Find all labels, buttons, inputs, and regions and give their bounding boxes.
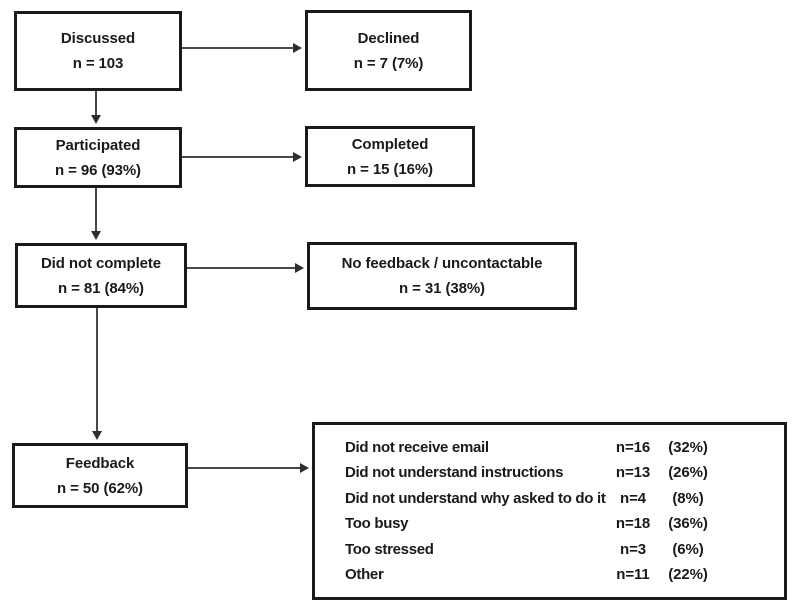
reason-row: Too busy n=18 (36%) [345,511,784,537]
reason-percent: (22%) [668,566,708,583]
node-participated-label: Participated [55,136,141,154]
node-declined-label: Declined [357,29,420,47]
reason-row: Did not receive email n=16 (32%) [345,435,784,461]
reason-label: Did not understand why asked to do it [345,489,606,507]
node-declined: Declined n = 7 (7%) [305,10,472,91]
reason-percent: (36%) [668,515,708,532]
reason-label: Too stressed [345,540,434,558]
reason-label: Other [345,566,384,583]
reason-row: Did not understand why asked to do it n=… [345,486,784,512]
arrow-feedback-to-reasons [188,463,309,473]
node-feedback-value: n = 50 (62%) [57,479,143,497]
node-feedback-reasons: Did not receive email n=16 (32%) Did not… [312,422,787,600]
reason-percent: (26%) [668,464,708,481]
node-completed-label: Completed [351,135,429,153]
node-feedback-label: Feedback [65,454,135,472]
reason-count: n=13 [615,464,651,481]
node-discussed-value: n = 103 [72,55,124,72]
node-no-feedback-value: n = 31 (38%) [399,280,485,297]
node-participated: Participated n = 96 (93%) [14,127,182,188]
node-did-not-complete: Did not complete n = 81 (84%) [15,243,187,308]
arrow-participated-to-completed [182,152,302,162]
node-discussed: Discussed n = 103 [14,11,182,91]
reason-percent: (32%) [668,438,708,456]
reason-count: n=11 [616,566,650,583]
reason-row: Other n=11 (22%) [345,562,784,588]
arrow-did-not-complete-to-no-feedback [187,263,304,273]
node-no-feedback-label: No feedback / uncontactable [341,255,543,272]
node-declined-value: n = 7 (7%) [353,54,424,72]
node-participated-value: n = 96 (93%) [55,161,141,179]
node-completed-value: n = 15 (16%) [347,160,433,178]
node-completed: Completed n = 15 (16%) [305,126,475,187]
reason-row: Too stressed n=3 (6%) [345,537,784,563]
reason-count: n=18 [615,515,651,532]
reason-count: n=16 [615,438,651,456]
reason-count: n=4 [620,489,646,507]
reason-label: Did not receive email [345,438,489,456]
node-discussed-label: Discussed [60,30,136,47]
node-did-not-complete-label: Did not complete [40,254,162,272]
node-no-feedback: No feedback / uncontactable n = 31 (38%) [307,242,577,310]
reason-percent: (8%) [672,489,704,507]
reason-label: Did not understand instructions [345,464,564,481]
reason-label: Too busy [345,515,409,532]
node-feedback: Feedback n = 50 (62%) [12,443,188,508]
reason-percent: (6%) [672,540,704,558]
node-did-not-complete-value: n = 81 (84%) [58,279,144,297]
arrow-did-not-complete-to-feedback [92,308,102,440]
reason-row: Did not understand instructions n=13 (26… [345,460,784,486]
arrow-discussed-to-declined [182,43,302,53]
arrow-participated-to-did-not-complete [91,188,101,240]
arrow-discussed-to-participated [91,91,101,124]
reason-count: n=3 [620,540,646,558]
